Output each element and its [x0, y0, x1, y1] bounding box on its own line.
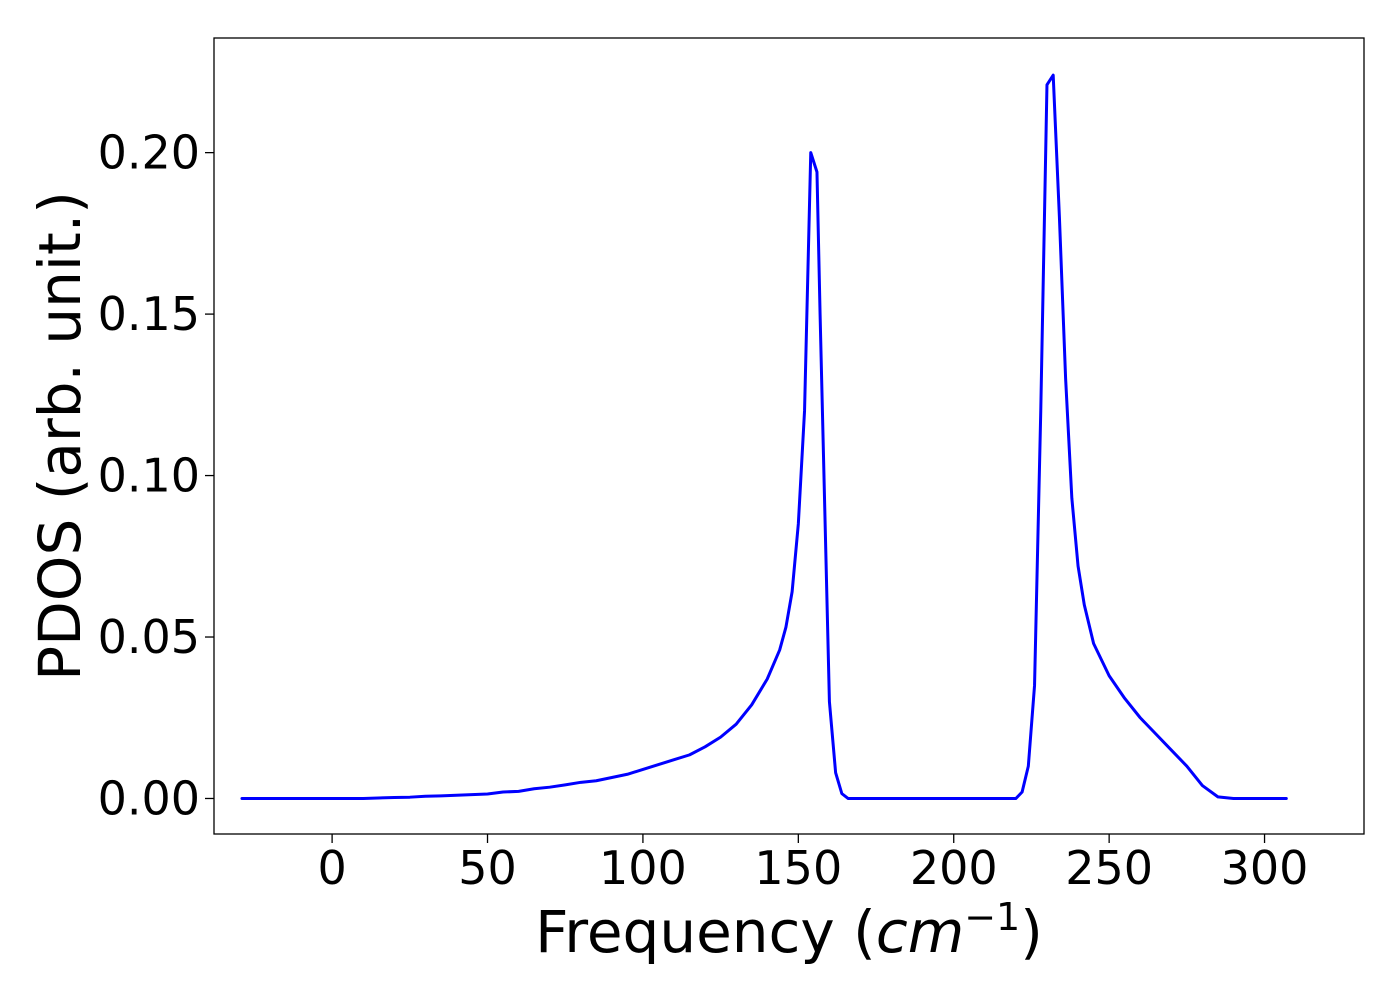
x-tick-label: 100	[599, 841, 687, 895]
x-tick-label: 250	[1065, 841, 1153, 895]
x-tick-label: 200	[910, 841, 998, 895]
x-tick-label: 150	[754, 841, 842, 895]
y-tick-label: 0.05	[98, 610, 200, 664]
y-axis-label: PDOS (arb. unit.)	[26, 191, 94, 681]
x-axis-label-math: cm	[876, 898, 964, 966]
x-axis-label-text: Frequency (	[535, 898, 876, 966]
plot-frame	[213, 37, 1365, 835]
x-tick-label: 50	[458, 841, 517, 895]
y-tick-label: 0.00	[98, 771, 200, 825]
x-tick-label: 300	[1221, 841, 1309, 895]
y-tick-label: 0.20	[98, 126, 200, 180]
x-axis-ticks: 0 50 100 150 200 250 300	[317, 834, 1308, 895]
y-axis-ticks: 0.00 0.05 0.10 0.15 0.20	[98, 126, 214, 825]
y-tick-label: 0.15	[98, 287, 200, 341]
x-axis-label-close: )	[1020, 898, 1043, 966]
x-axis-label-superscript: −1	[964, 895, 1020, 939]
y-tick-label: 0.10	[98, 449, 200, 503]
plot-area	[213, 37, 1365, 835]
pdos-series-line	[240, 73, 1288, 800]
x-axis-label: Frequency (cm−1)	[535, 895, 1043, 966]
x-tick-label: 0	[317, 841, 346, 895]
